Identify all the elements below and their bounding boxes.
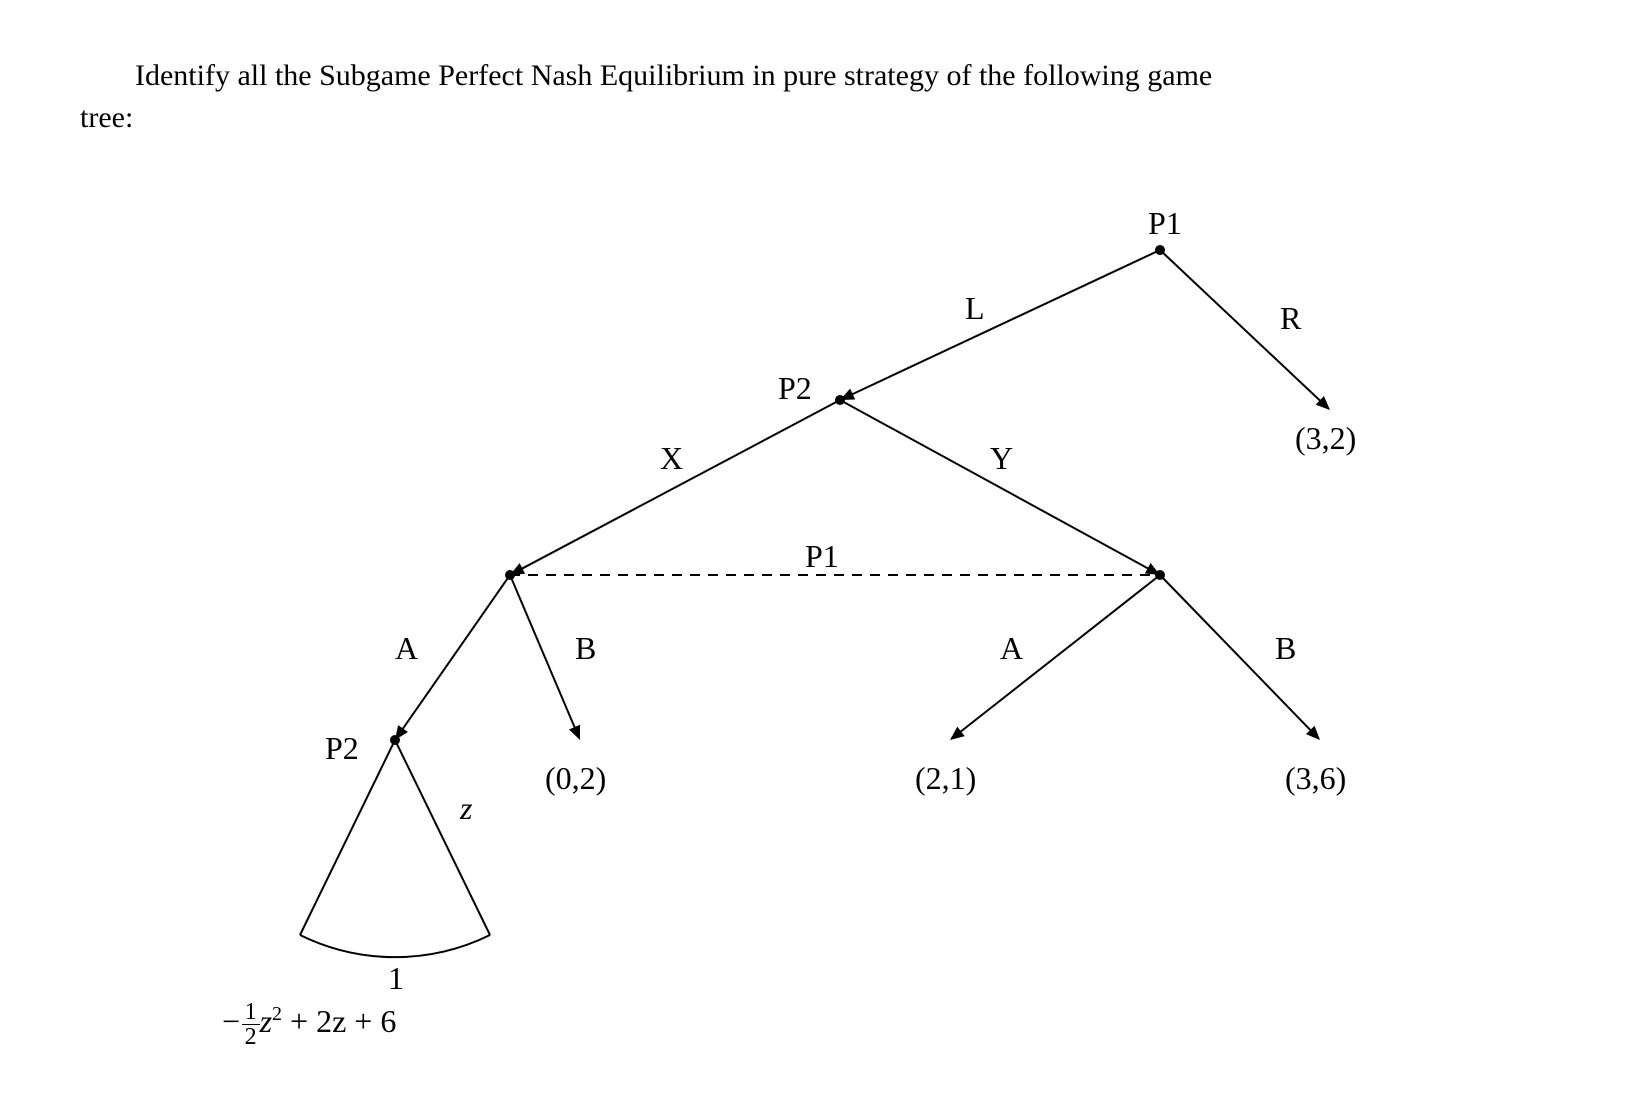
edge-label-y-3: Y [990,440,1013,477]
label-z: z [460,790,472,827]
edge-label-l-0: L [965,290,985,327]
label-p1-root: P1 [1148,205,1182,242]
edge-label-a-6: A [1000,630,1023,667]
edge-label-a-4: A [395,630,418,667]
payoff-arc-p1: 1 [388,960,404,997]
payoff-r: (3,2) [1295,420,1356,457]
label-p2-upper: P2 [778,370,812,407]
edge-label-b-5: B [575,630,596,667]
payoff-b-left: (0,2) [545,760,606,797]
edge-label-b-7: B [1275,630,1296,667]
edge-label-r-1: R [1280,300,1301,337]
page-root: Identify all the Subgame Perfect Nash Eq… [0,0,1632,1100]
edge-label-x-2: X [660,440,683,477]
payoff-b-right: (3,6) [1285,760,1346,797]
label-p2-lower: P2 [325,730,359,767]
payoff-arc-p2: −12z2 + 2z + 6 [220,1000,396,1049]
label-p1-infoset: P1 [805,538,839,575]
payoff-a-right: (2,1) [915,760,976,797]
